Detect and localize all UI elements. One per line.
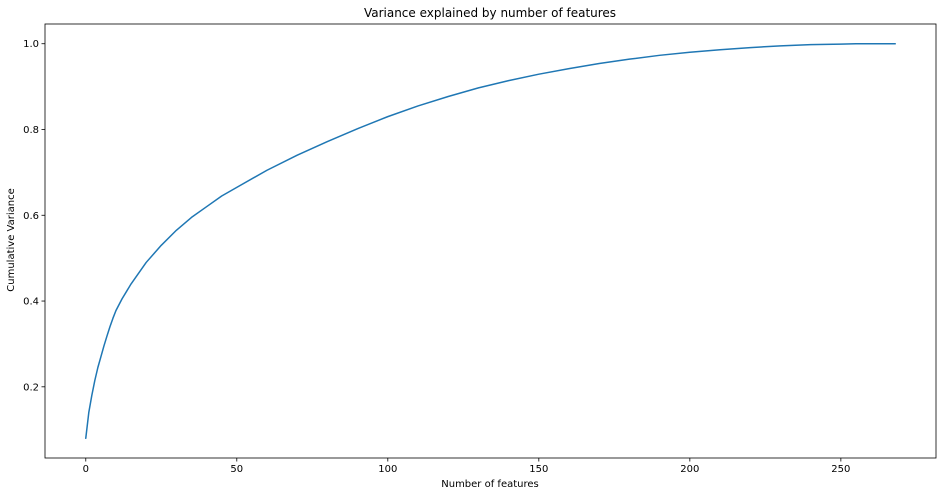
x-tick-label: 50 — [230, 464, 243, 475]
y-tick-label: 0.4 — [23, 297, 39, 308]
x-axis-label: Number of features — [441, 479, 538, 490]
y-tick-label: 0.6 — [23, 211, 39, 222]
y-tick-label: 0.2 — [23, 382, 39, 393]
x-tick-label: 0 — [83, 464, 89, 475]
plot-area: 0 50 100 150 200 250 0.2 0.4 0.6 0.8 1.0 — [23, 23, 937, 475]
y-axis-label: Cumulative Variance — [6, 188, 17, 291]
chart-title: Variance explained by number of features — [364, 6, 616, 20]
x-tick-label: 200 — [680, 464, 699, 475]
series-line-0 — [85, 42, 896, 440]
x-tick-label: 250 — [831, 464, 850, 475]
y-tick-label: 0.8 — [23, 125, 39, 136]
axes-frame — [44, 23, 937, 459]
x-tick-label: 150 — [529, 464, 548, 475]
y-tick-label: 1.0 — [23, 39, 39, 50]
x-tick-label: 100 — [378, 464, 397, 475]
